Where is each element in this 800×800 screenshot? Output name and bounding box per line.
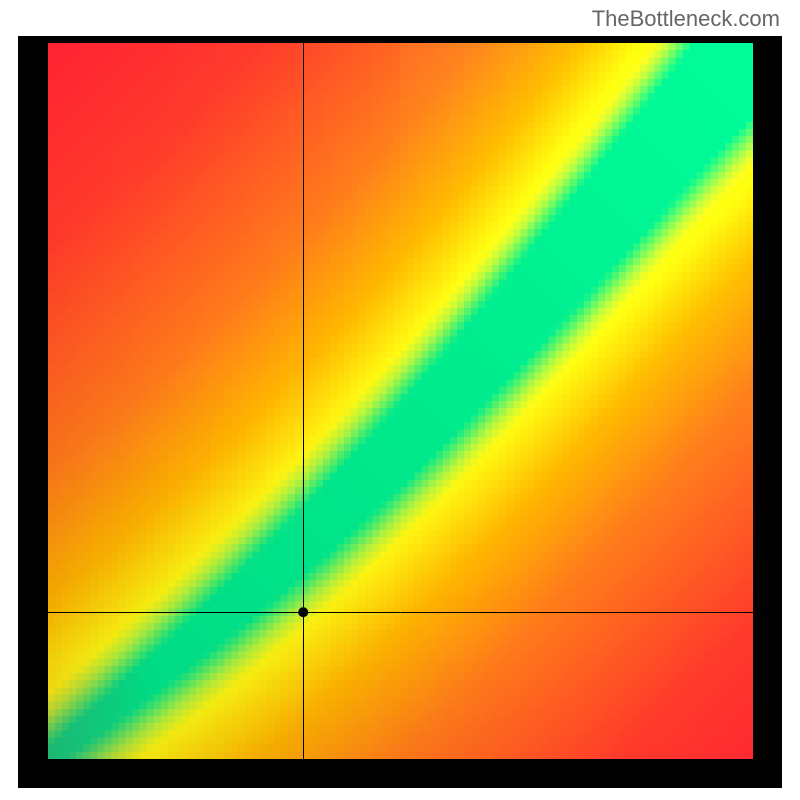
crosshair-overlay-canvas (48, 43, 753, 759)
attribution-text: TheBottleneck.com (592, 6, 780, 32)
root-container: { "attribution": { "text": "TheBottlenec… (0, 0, 800, 800)
plot-black-frame (18, 36, 782, 788)
